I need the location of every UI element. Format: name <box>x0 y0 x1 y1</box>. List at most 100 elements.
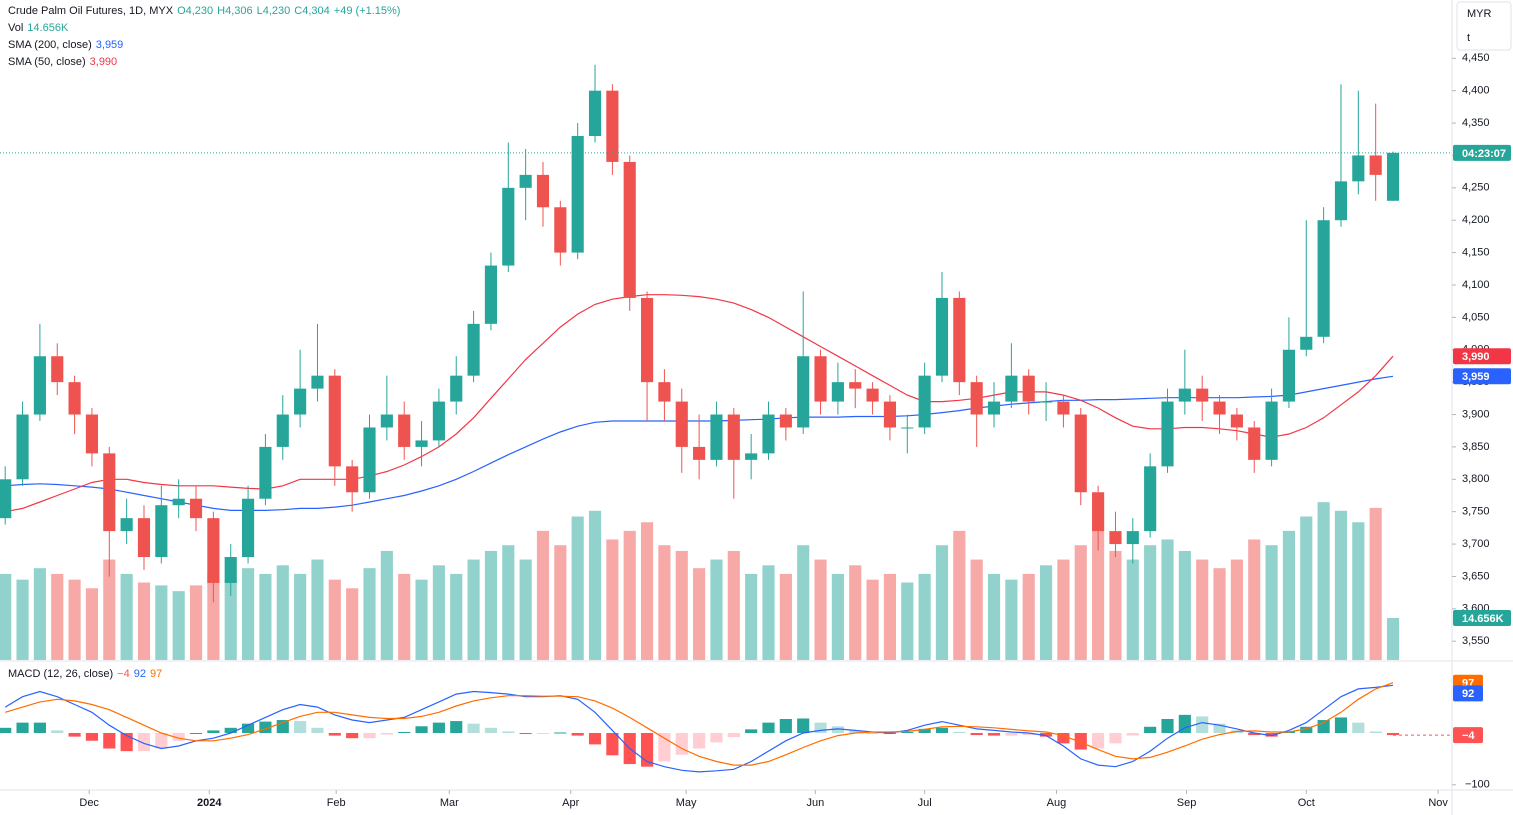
y-tick-label: 4,250 <box>1462 182 1490 194</box>
volume-bar <box>33 568 46 660</box>
macd-line <box>4 684 1394 773</box>
volume-bar <box>328 579 341 660</box>
volume-bar <box>1282 530 1296 660</box>
candle-body <box>1092 492 1105 532</box>
candle-body <box>294 388 307 415</box>
legend: Crude Palm Oil Futures, 1D, MYX O4,230 H4,… <box>8 3 404 71</box>
unit[interactable]: t <box>1467 32 1470 44</box>
legend-sma200: SMA (200, close) 3,959 <box>8 37 404 54</box>
macd-value: 92 <box>133 668 146 680</box>
candle-body <box>953 297 966 383</box>
unit-box[interactable] <box>1456 1 1512 51</box>
macd-histogram-bar <box>536 732 550 734</box>
vol-value: 14.656K <box>27 22 69 34</box>
x-tick-label: Sep <box>1177 797 1197 809</box>
volume-bar <box>207 573 220 660</box>
volume-bar <box>901 582 914 660</box>
volume-bar <box>1092 530 1105 660</box>
volume-last: 14.656K <box>1462 613 1504 625</box>
candle-body <box>1334 181 1348 221</box>
macd-histogram-bar <box>467 723 480 733</box>
candle-body <box>363 427 376 493</box>
candle-body <box>710 414 723 460</box>
macd-histogram-bar <box>1039 732 1053 737</box>
candle-body <box>1317 220 1330 337</box>
macd-histogram-bar <box>571 732 584 736</box>
macd-histogram-bar <box>1196 716 1209 733</box>
macd-histogram-bar <box>363 732 376 739</box>
volume-bar <box>1334 510 1348 660</box>
candle-body <box>658 382 671 402</box>
volume-bar <box>502 545 515 660</box>
candle-body <box>450 375 463 402</box>
candle-body <box>103 453 116 532</box>
open: O4,230 <box>177 5 214 17</box>
candle-body <box>484 265 498 324</box>
candle-body <box>571 136 584 253</box>
candle-body <box>311 375 324 389</box>
candle-body <box>727 414 740 460</box>
macd-histogram-bar <box>1144 726 1157 733</box>
macd-histogram-bar <box>415 726 428 733</box>
candle-body <box>866 388 879 402</box>
volume-bar <box>866 579 879 660</box>
x-tick-label: Jul <box>918 797 932 809</box>
macd-histogram-bar <box>745 729 758 733</box>
macd-histogram-bar <box>554 732 567 734</box>
macd-histogram-bar <box>588 732 602 745</box>
volume-bar <box>380 550 393 660</box>
candle-body <box>328 375 341 467</box>
volume-bar <box>953 530 966 660</box>
candle-body <box>137 518 151 558</box>
macd-histogram-bar <box>1369 731 1382 733</box>
candle-body <box>918 375 931 428</box>
volume-bar <box>814 559 827 660</box>
sma-last-bg <box>1453 348 1511 365</box>
vol-name: Vol <box>8 22 24 34</box>
volume-bar <box>1039 565 1053 660</box>
x-tick-label: Nov <box>1428 797 1448 809</box>
volume-bar <box>467 559 480 660</box>
macd-histogram-bar <box>901 731 914 733</box>
volume-bar <box>484 550 498 660</box>
candle-body <box>1265 401 1278 460</box>
y-tick-label: 3,850 <box>1462 441 1490 453</box>
sma-name: SMA (200, close) <box>8 39 92 51</box>
candle-body <box>883 401 897 428</box>
candle-body <box>259 446 272 499</box>
macd-last-bg <box>1453 685 1483 702</box>
currency[interactable]: MYR <box>1467 8 1492 20</box>
volume-bar <box>1005 579 1018 660</box>
macd-histogram-bar <box>1248 732 1261 736</box>
volume-bar <box>779 573 792 660</box>
volume-bar <box>1386 617 1400 660</box>
candle-body <box>85 414 99 454</box>
volume-bar <box>259 573 272 660</box>
candle-body <box>16 414 29 480</box>
macd-histogram-bar <box>1092 732 1105 749</box>
candle-body <box>554 207 567 253</box>
candle-body <box>172 498 185 506</box>
y-tick-label: 4,400 <box>1462 85 1490 97</box>
y-tick-label: 3,650 <box>1462 570 1490 582</box>
macd-histogram-bar <box>953 731 966 733</box>
macd-histogram-bar <box>1126 732 1139 736</box>
volume-bar <box>450 573 463 660</box>
y-tick-label: 3,550 <box>1462 635 1490 647</box>
volume-bar <box>640 522 654 660</box>
x-tick-label: 2024 <box>197 797 222 809</box>
candle-body <box>242 498 255 558</box>
candle-body <box>606 90 619 162</box>
sma-name: SMA (50, close) <box>8 56 86 68</box>
volume-bar <box>571 516 584 660</box>
plot: 3,5503,6003,6503,7003,7503,8003,8503,900… <box>0 52 1511 809</box>
macd-histogram-bar <box>918 728 931 733</box>
candle-body <box>224 557 237 583</box>
candle-body <box>415 440 428 447</box>
candle-body <box>814 356 827 402</box>
candle-body <box>536 174 550 208</box>
macd-histogram-bar <box>155 732 168 749</box>
volume-bar <box>1369 507 1382 660</box>
